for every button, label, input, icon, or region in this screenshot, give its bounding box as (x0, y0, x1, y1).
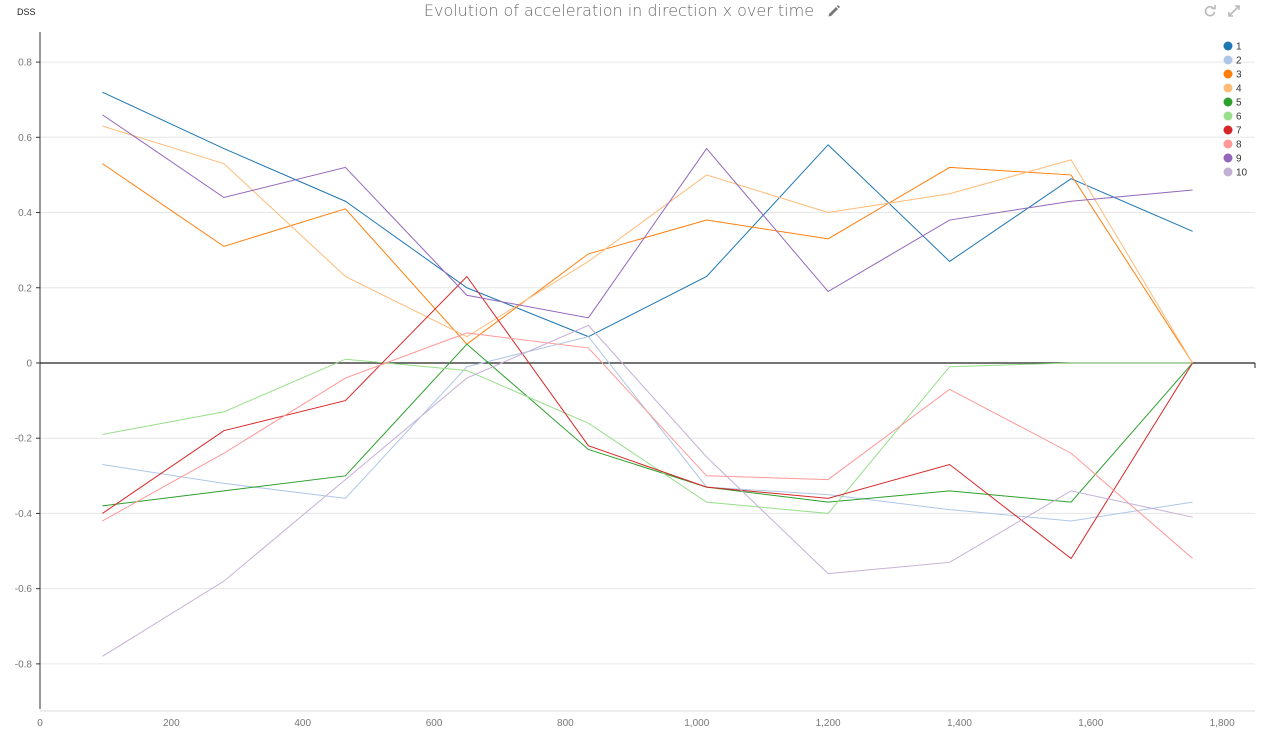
series-line-4 (102, 125, 1194, 364)
series-line-8 (102, 332, 1193, 559)
y-tick-label: -0.6 (15, 584, 33, 595)
series-line-7 (102, 275, 1194, 560)
x-tick-label: 1,600 (1078, 718, 1103, 729)
legend-marker-9[interactable] (1223, 153, 1233, 163)
legend-marker-5[interactable] (1223, 97, 1233, 107)
y-tick-label: 0.4 (18, 208, 32, 219)
x-tick-label: 1,000 (684, 718, 709, 729)
legend-label-5[interactable]: 5 (1236, 98, 1242, 109)
legend-label-1[interactable]: 1 (1236, 42, 1242, 53)
chart-title-text: Evolution of acceleration in direction x… (423, 1, 815, 20)
series-line-6 (102, 358, 1193, 514)
legend-marker-6[interactable] (1223, 111, 1233, 121)
legend-label-9[interactable]: 9 (1236, 154, 1242, 165)
legend-marker-4[interactable] (1223, 83, 1233, 93)
legend-label-6[interactable]: 6 (1236, 112, 1242, 123)
legend-label-2[interactable]: 2 (1236, 56, 1242, 67)
legend-label-8[interactable]: 8 (1236, 140, 1242, 151)
x-tick-label: 1,400 (947, 718, 972, 729)
series-line-10 (102, 324, 1193, 657)
series-line-1 (102, 91, 1193, 338)
legend-label-3[interactable]: 3 (1236, 70, 1242, 81)
x-tick-label: 800 (557, 718, 574, 729)
legend-marker-3[interactable] (1223, 69, 1233, 79)
y-tick-label: -0.2 (15, 434, 33, 445)
legend-label-7[interactable]: 7 (1236, 126, 1242, 137)
series-line-9 (102, 114, 1193, 319)
x-tick-label: 600 (426, 718, 443, 729)
x-tick-label: 200 (163, 718, 180, 729)
y-tick-label: 0.6 (18, 133, 32, 144)
x-tick-label: 1,200 (816, 718, 841, 729)
legend-label-10[interactable]: 10 (1236, 168, 1248, 179)
series-lines (102, 91, 1194, 657)
legend-marker-8[interactable] (1223, 139, 1233, 149)
series-line-5 (102, 343, 1193, 507)
expand-icon[interactable] (1227, 4, 1241, 23)
legend-marker-1[interactable] (1223, 41, 1233, 51)
x-tick-label: 0 (37, 718, 43, 729)
y-axis-label: DSS (17, 7, 36, 17)
legend-marker-2[interactable] (1223, 55, 1233, 65)
y-tick-label: 0 (26, 358, 32, 369)
y-tick-label: 0.8 (18, 58, 32, 69)
x-tick-label: 400 (294, 718, 311, 729)
legend-label-4[interactable]: 4 (1236, 84, 1242, 95)
refresh-icon[interactable] (1203, 4, 1217, 23)
x-tick-label: 1,800 (1210, 718, 1235, 729)
series-line-3 (102, 163, 1194, 364)
chart-title: Evolution of acceleration in direction x… (0, 1, 1265, 22)
y-tick-label: -0.8 (15, 659, 33, 670)
axes: -0.8 -0.6 -0.4 -0.2 0 0.2 0.4 0.6 0.8 0 200 400 600 8… (15, 32, 1256, 729)
y-tick-label: 0.2 (18, 283, 32, 294)
pencil-icon[interactable] (827, 3, 841, 22)
legend: 1 2 3 4 5 6 7 8 9 10 (1223, 41, 1248, 179)
gridlines (40, 61, 1255, 665)
legend-marker-10[interactable] (1223, 167, 1233, 177)
y-tick-label: -0.4 (15, 509, 33, 520)
legend-marker-7[interactable] (1223, 125, 1233, 135)
